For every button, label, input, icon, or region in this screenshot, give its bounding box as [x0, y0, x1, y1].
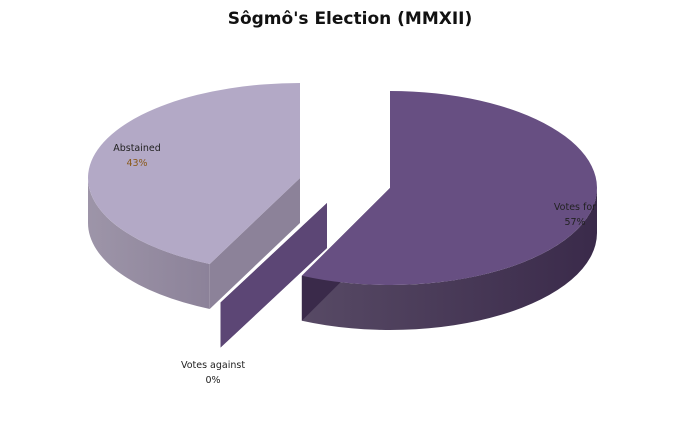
slice-votes-for	[301, 91, 597, 285]
slice-percent: 43%	[126, 158, 148, 169]
slice-label-abstained: Abstained 43%	[113, 141, 161, 171]
slice-percent: 57%	[564, 217, 586, 228]
slice-percent: 0%	[205, 375, 221, 386]
slice-side-abstained	[88, 178, 210, 309]
chart-title: Sôgmô's Election (MMXII)	[227, 9, 473, 29]
slice-name: Votes for	[553, 202, 597, 213]
slice-abstained	[88, 83, 301, 264]
slice-name: Votes against	[180, 360, 246, 371]
slice-side-votes-for	[301, 188, 597, 330]
slice-label-votes-against: Votes against 0%	[181, 358, 245, 388]
slice-wall-abstained	[209, 178, 300, 309]
slice-label-votes-for: Votes for 57%	[554, 200, 596, 230]
slice-name: Abstained	[113, 143, 161, 154]
slice-wall-votes-against	[220, 203, 327, 348]
